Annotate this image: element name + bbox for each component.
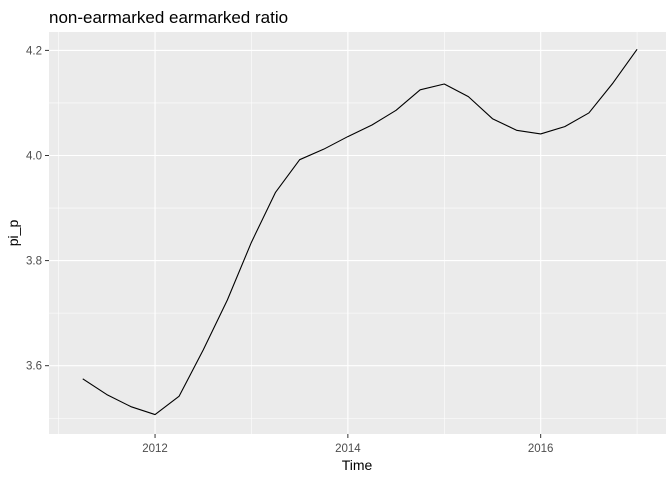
series-line [82, 49, 638, 416]
y-tick-label: 3.6 [26, 361, 42, 373]
minor-gridlines [49, 32, 666, 434]
chart-title: non-earmarked earmarked ratio [49, 8, 288, 27]
plot-panel [49, 32, 666, 434]
y-tick-label: 3.8 [26, 256, 42, 268]
y-tick-label: 4.2 [26, 45, 42, 57]
x-tick-label: 2012 [142, 443, 168, 455]
major-gridlines [49, 32, 666, 434]
y-axis: 3.6 3.8 4.0 4.2 [26, 45, 49, 373]
x-tick-label: 2016 [528, 443, 554, 455]
y-tick-label: 4.0 [26, 150, 42, 162]
x-tick-label: 2014 [335, 443, 361, 455]
x-axis-title: Time [342, 457, 373, 473]
y-axis-title: pi_p [5, 220, 21, 247]
series-layer [82, 49, 638, 416]
x-axis: 2012 2014 2016 [142, 434, 553, 455]
